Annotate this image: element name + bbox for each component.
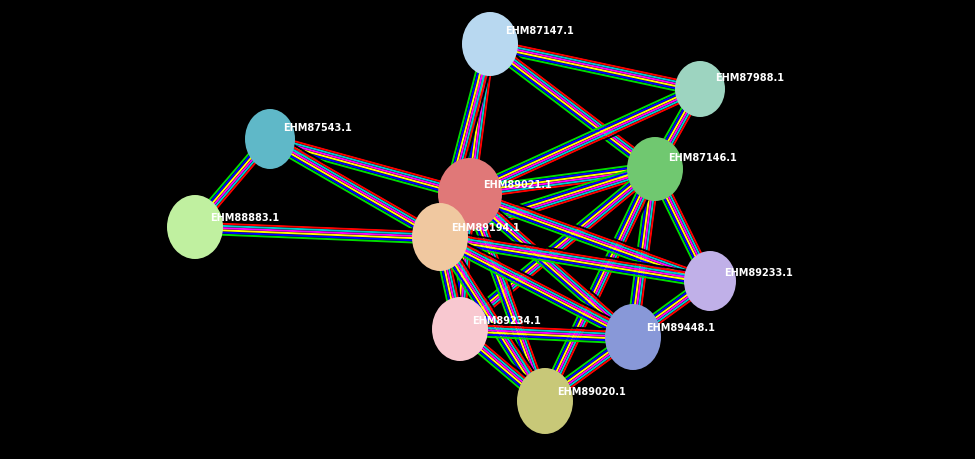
Ellipse shape — [517, 368, 573, 434]
Text: EHM88883.1: EHM88883.1 — [210, 213, 279, 223]
Text: EHM87146.1: EHM87146.1 — [668, 153, 737, 163]
Ellipse shape — [438, 158, 502, 230]
Text: EHM87543.1: EHM87543.1 — [283, 123, 352, 133]
Ellipse shape — [627, 137, 683, 201]
Ellipse shape — [605, 304, 661, 370]
Ellipse shape — [684, 251, 736, 311]
Text: EHM89020.1: EHM89020.1 — [557, 387, 626, 397]
Ellipse shape — [462, 12, 518, 76]
Text: EHM89021.1: EHM89021.1 — [483, 180, 552, 190]
Ellipse shape — [675, 61, 725, 117]
Text: EHM87988.1: EHM87988.1 — [715, 73, 784, 83]
Ellipse shape — [167, 195, 223, 259]
Ellipse shape — [245, 109, 295, 169]
Text: EHM89194.1: EHM89194.1 — [451, 223, 520, 233]
Text: EHM89234.1: EHM89234.1 — [472, 316, 541, 326]
Text: EHM89448.1: EHM89448.1 — [646, 323, 715, 333]
Text: EHM89233.1: EHM89233.1 — [724, 268, 793, 278]
Ellipse shape — [412, 203, 468, 271]
Text: EHM87147.1: EHM87147.1 — [505, 26, 573, 36]
Ellipse shape — [432, 297, 488, 361]
